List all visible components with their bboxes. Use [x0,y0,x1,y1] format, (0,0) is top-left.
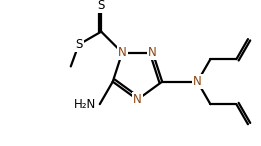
Text: N: N [118,46,127,59]
Text: H₂N: H₂N [74,98,96,111]
Text: N: N [193,75,202,88]
Text: N: N [148,46,157,59]
Text: S: S [98,0,105,12]
Text: N: N [133,93,142,106]
Text: S: S [75,38,82,51]
